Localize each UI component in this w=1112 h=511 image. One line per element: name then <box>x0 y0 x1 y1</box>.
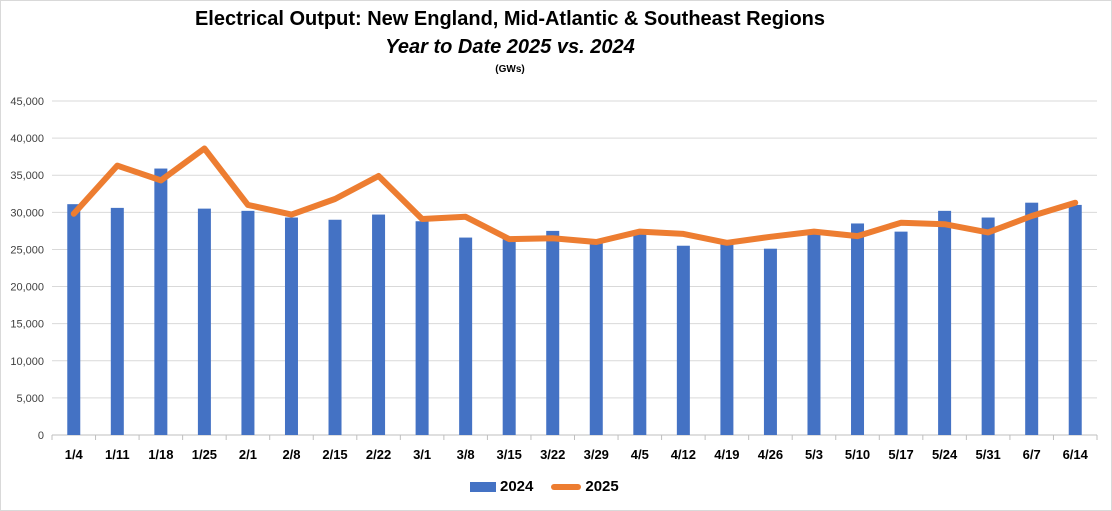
bar-2024 <box>372 214 386 435</box>
chart-title: Electrical Output: New England, Mid-Atla… <box>194 8 826 30</box>
bar-2024 <box>720 243 734 435</box>
bar-2024 <box>546 230 560 435</box>
point-2025 <box>465 216 467 218</box>
point-2025 <box>290 214 292 216</box>
y-tick-label: 25,000 <box>10 244 44 256</box>
point-2025 <box>421 218 423 220</box>
bar-2024 <box>763 248 777 435</box>
bar-2024 <box>589 240 603 435</box>
x-tick-label: 3/29 <box>584 447 609 462</box>
y-tick-label: 45,000 <box>10 96 44 108</box>
x-tick-label: 1/4 <box>65 447 84 462</box>
y-tick-label: 0 <box>38 430 44 442</box>
x-tick-label: 3/1 <box>413 447 431 462</box>
point-2025 <box>944 223 946 225</box>
x-tick-label: 4/26 <box>758 447 783 462</box>
x-tick-label: 1/11 <box>105 447 130 462</box>
point-2025 <box>987 231 989 233</box>
point-2025 <box>203 148 205 150</box>
x-tick-label: 6/14 <box>1063 447 1089 462</box>
x-tick-label: 1/25 <box>192 447 217 462</box>
bar-2024 <box>284 217 298 435</box>
legend-swatch-2024 <box>470 481 496 492</box>
bar-2024 <box>938 210 952 435</box>
x-tick-label: 4/19 <box>714 447 739 462</box>
bar-2024 <box>633 231 647 435</box>
x-tick-label: 3/15 <box>497 447 522 462</box>
x-tick-label: 4/12 <box>671 447 696 462</box>
y-tick-label: 35,000 <box>10 170 44 182</box>
x-tick-label: 2/1 <box>239 447 257 462</box>
bar-2024 <box>241 210 255 435</box>
point-2025 <box>508 238 510 240</box>
x-tick-label: 5/10 <box>845 447 870 462</box>
y-tick-label: 15,000 <box>10 319 44 331</box>
x-tick-label: 3/22 <box>540 447 565 462</box>
y-tick-label: 40,000 <box>10 133 44 145</box>
legend-item-2024: 2024 <box>470 478 533 495</box>
bar-2024 <box>851 223 865 435</box>
bar-2024 <box>67 204 81 435</box>
y-tick-label: 20,000 <box>10 282 44 294</box>
chart-unit: (GWs) <box>495 64 525 75</box>
point-2025 <box>900 222 902 224</box>
bar-2024 <box>328 219 342 435</box>
bar-2024 <box>154 168 168 435</box>
bar-2024 <box>110 207 124 435</box>
bar-2024 <box>459 237 473 435</box>
x-tick-label: 2/22 <box>366 447 391 462</box>
bar-2024 <box>894 231 908 435</box>
point-2025 <box>726 242 728 244</box>
point-2025 <box>769 236 771 238</box>
y-tick-label: 30,000 <box>10 207 44 219</box>
line-2025 <box>70 145 1079 246</box>
x-tick-label: 5/24 <box>932 447 958 462</box>
point-2025 <box>595 241 597 243</box>
point-2025 <box>160 179 162 181</box>
bar-2024 <box>676 245 690 435</box>
x-tick-label: 2/8 <box>282 447 300 462</box>
x-tick-label: 5/17 <box>888 447 913 462</box>
point-2025 <box>378 175 380 177</box>
bar-2024 <box>1068 204 1082 435</box>
point-2025 <box>552 237 554 239</box>
point-2025 <box>1031 215 1033 217</box>
point-2025 <box>73 213 75 215</box>
point-2025 <box>247 204 249 206</box>
x-tick-label: 3/8 <box>457 447 475 462</box>
x-tick-label: 5/31 <box>975 447 1000 462</box>
x-tick-label: 5/3 <box>805 447 823 462</box>
bar-2024 <box>807 233 821 435</box>
bar-2024 <box>1025 202 1039 435</box>
y-tick-label: 10,000 <box>10 356 44 368</box>
point-2025 <box>116 165 118 167</box>
legend-item-2025: 2025 <box>551 478 619 495</box>
legend-swatch-2025 <box>551 483 582 490</box>
x-tick-label: 6/7 <box>1023 447 1041 462</box>
legend-label-2024: 2024 <box>500 478 534 495</box>
bar-2024 <box>981 217 995 435</box>
bar-2024 <box>415 221 429 435</box>
point-2025 <box>1074 202 1076 204</box>
point-2025 <box>857 235 859 237</box>
x-tick-label: 4/5 <box>631 447 649 462</box>
legend-label-2025: 2025 <box>585 478 619 495</box>
legend: 2024 2025 <box>470 478 619 495</box>
x-tick-label: 1/18 <box>148 447 173 462</box>
point-2025 <box>334 198 336 200</box>
bar-2024 <box>502 239 516 435</box>
point-2025 <box>639 231 641 233</box>
point-2025 <box>682 233 684 235</box>
chart-subtitle: Year to Date 2025 vs. 2024 <box>385 36 635 58</box>
y-tick-label: 5,000 <box>16 393 44 405</box>
bar-2024 <box>197 208 211 435</box>
x-tick-label: 2/15 <box>322 447 347 462</box>
point-2025 <box>813 231 815 233</box>
